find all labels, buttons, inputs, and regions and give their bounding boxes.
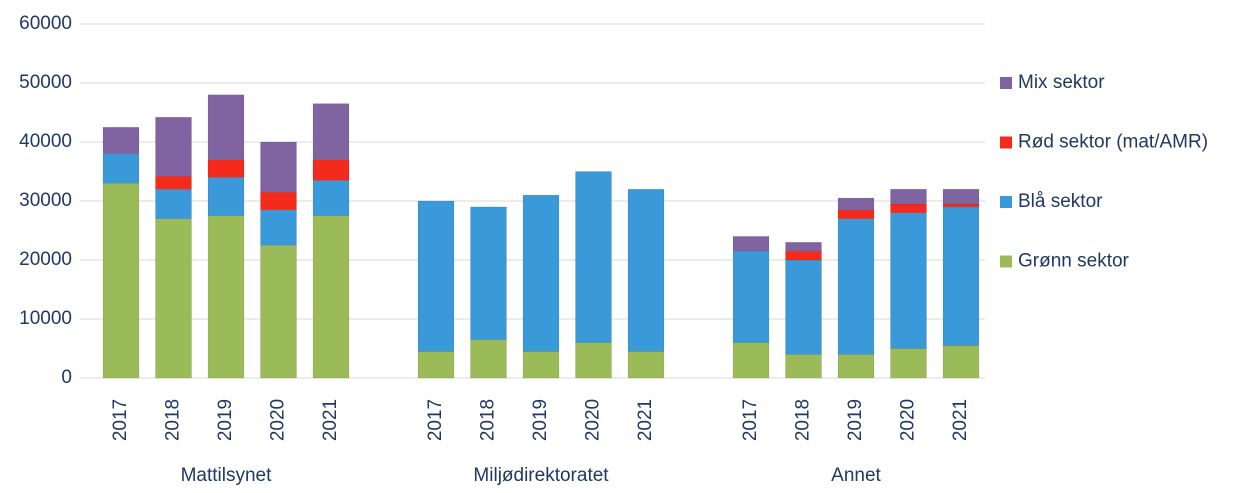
bar-segment	[470, 339, 507, 379]
bar-segment	[837, 218, 875, 355]
bar-segment	[155, 218, 192, 379]
group-label: Miljødirektoratet	[473, 465, 609, 486]
bar-segment	[837, 354, 875, 379]
bar-segment	[207, 94, 245, 160]
bar-segment	[312, 180, 350, 217]
bar-segment	[102, 183, 140, 379]
legend-swatch	[1000, 255, 1012, 268]
x-tick-label: 2021	[320, 399, 341, 441]
bar-segment	[207, 177, 245, 216]
legend-label: Rød sektor (mat/AMR)	[1018, 132, 1208, 153]
bar-segment	[260, 245, 297, 379]
bar-segment	[417, 200, 455, 352]
bar-segment	[785, 250, 822, 261]
bar-segment	[942, 206, 980, 346]
x-tick-label: 2017	[110, 399, 131, 441]
bar-segment	[942, 203, 980, 208]
y-tick-label: 60000	[19, 13, 72, 34]
bar-segment	[837, 209, 875, 219]
bar-segment	[312, 159, 350, 181]
legend-label: Grønn sektor	[1018, 251, 1130, 272]
bar-segment	[785, 354, 822, 379]
y-tick-label: 50000	[19, 72, 72, 93]
bar-segment	[732, 342, 770, 379]
x-tick-label: 2020	[583, 399, 604, 441]
x-tick-label: 2017	[740, 399, 761, 441]
bar-segment	[575, 171, 612, 343]
x-tick-label: 2017	[425, 399, 446, 441]
x-tick-label: 2018	[163, 399, 184, 441]
group-label: Annet	[831, 465, 881, 486]
x-tick-label: 2021	[635, 399, 656, 441]
bar-segment	[575, 342, 612, 379]
bar-segment	[890, 348, 927, 379]
y-tick-label: 10000	[19, 308, 72, 329]
bar-segment	[312, 103, 350, 160]
bar-segment	[627, 188, 665, 352]
bar-segment	[942, 188, 980, 205]
bar-segment	[942, 345, 980, 379]
y-tick-label: 40000	[19, 131, 72, 152]
legend-swatch	[1000, 136, 1012, 149]
y-tick-label: 20000	[19, 249, 72, 270]
bar-segment	[890, 203, 927, 214]
bar-segment	[890, 188, 927, 205]
bar-segment	[155, 188, 192, 219]
legend-swatch	[1000, 77, 1012, 89]
bar-segment	[260, 141, 297, 193]
bar-segment	[785, 242, 822, 252]
bar-segment	[417, 351, 455, 379]
bar-segment	[837, 197, 875, 211]
y-tick-label: 30000	[19, 190, 72, 211]
y-tick-label: 0	[61, 367, 72, 388]
x-tick-label: 2020	[268, 399, 289, 441]
bar-segment	[785, 259, 822, 355]
bar-segment	[155, 116, 192, 177]
bar-segment	[207, 159, 245, 178]
group-label: Mattilsynet	[181, 465, 273, 486]
bar-segment	[260, 191, 297, 211]
x-tick-label: 2021	[950, 399, 971, 441]
bar-segment	[627, 351, 665, 379]
legend-swatch	[1000, 196, 1012, 208]
bar-segment	[102, 153, 140, 184]
x-tick-label: 2019	[215, 399, 236, 441]
x-tick-label: 2020	[898, 399, 919, 441]
legend-label: Blå sektor	[1018, 191, 1103, 212]
bar-segment	[732, 250, 770, 343]
x-tick-label: 2018	[478, 399, 499, 441]
bar-segment	[207, 215, 245, 379]
bar-segment	[312, 215, 350, 379]
bar-segment	[260, 209, 297, 246]
bar-segment	[890, 212, 927, 349]
bar-segment	[470, 206, 507, 340]
bar-segment	[522, 351, 560, 379]
bar-segment	[102, 127, 140, 155]
legend-label: Mix sektor	[1018, 72, 1105, 93]
x-tick-label: 2019	[845, 399, 866, 441]
x-tick-label: 2018	[793, 399, 814, 441]
x-tick-label: 2019	[530, 399, 551, 441]
bar-segment	[155, 175, 192, 190]
bar-segment	[732, 236, 770, 252]
bar-segment	[522, 194, 560, 352]
